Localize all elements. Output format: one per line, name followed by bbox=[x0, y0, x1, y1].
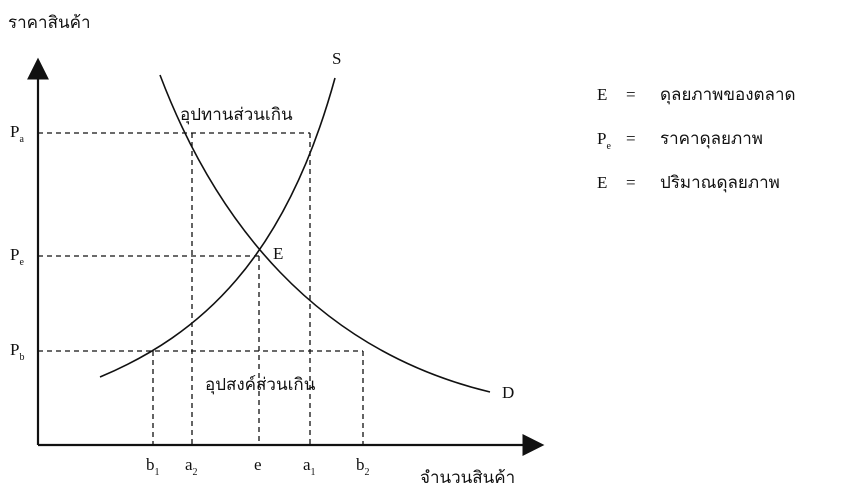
legend-symbol: Pe bbox=[597, 129, 611, 152]
y-tick-label-main: P bbox=[10, 245, 19, 264]
x-tick-label-main: e bbox=[254, 455, 262, 474]
y-tick-label: Pe bbox=[10, 245, 24, 268]
legend-symbol-main: P bbox=[597, 129, 606, 148]
supply-demand-diagram: ราคาสินค้า จำนวนสินค้า S D E อุปทานส่วนเ… bbox=[0, 0, 845, 490]
excess-supply-label: อุปทานส่วนเกิน bbox=[180, 105, 293, 125]
legend-equals: = bbox=[626, 129, 636, 148]
legend-equals: = bbox=[626, 85, 636, 104]
x-tick-label-sub: 2 bbox=[365, 467, 370, 478]
guides bbox=[38, 133, 363, 445]
excess-demand-label: อุปสงค์ส่วนเกิน bbox=[205, 375, 316, 395]
legend-symbol: E bbox=[597, 173, 607, 192]
equilibrium-label: E bbox=[273, 244, 283, 263]
legend-meaning: ดุลยภาพของตลาด bbox=[660, 85, 796, 105]
x-tick-label: e bbox=[254, 455, 262, 474]
y-tick-label-sub: e bbox=[19, 257, 24, 268]
legend-symbol-main: E bbox=[597, 173, 607, 192]
legend: E = ดุลยภาพของตลาด Pe = ราคาดุลยภาพ E = ปริมาณดุ… bbox=[597, 85, 796, 193]
y-tick-label-main: P bbox=[10, 122, 19, 141]
y-tick-label-sub: b bbox=[19, 352, 24, 363]
demand-label: D bbox=[502, 383, 514, 402]
x-tick-label-main: b bbox=[146, 455, 155, 474]
legend-symbol-main: E bbox=[597, 85, 607, 104]
legend-meaning: ปริมาณดุลยภาพ bbox=[660, 173, 780, 193]
y-tick-label-main: P bbox=[10, 340, 19, 359]
legend-symbol: E bbox=[597, 85, 607, 104]
x-tick-label: a2 bbox=[185, 455, 198, 478]
x-tick-label: b1 bbox=[146, 455, 160, 478]
legend-meaning: ราคาดุลยภาพ bbox=[660, 129, 763, 149]
y-tick-label: Pa bbox=[10, 122, 24, 145]
y-axis-label: ราคาสินค้า bbox=[8, 13, 91, 32]
x-tick-label-sub: 1 bbox=[311, 467, 316, 478]
supply-label: S bbox=[332, 49, 341, 68]
legend-symbol-sub: e bbox=[606, 141, 611, 152]
x-axis-label: จำนวนสินค้า bbox=[420, 468, 515, 487]
x-tick-label: b2 bbox=[356, 455, 370, 478]
x-tick-label-sub: 2 bbox=[193, 467, 198, 478]
y-tick-label: Pb bbox=[10, 340, 24, 363]
x-tick-label-main: b bbox=[356, 455, 365, 474]
x-tick-label: a1 bbox=[303, 455, 316, 478]
x-tick-label-sub: 1 bbox=[155, 467, 160, 478]
legend-equals: = bbox=[626, 173, 636, 192]
y-tick-label-sub: a bbox=[19, 134, 24, 145]
